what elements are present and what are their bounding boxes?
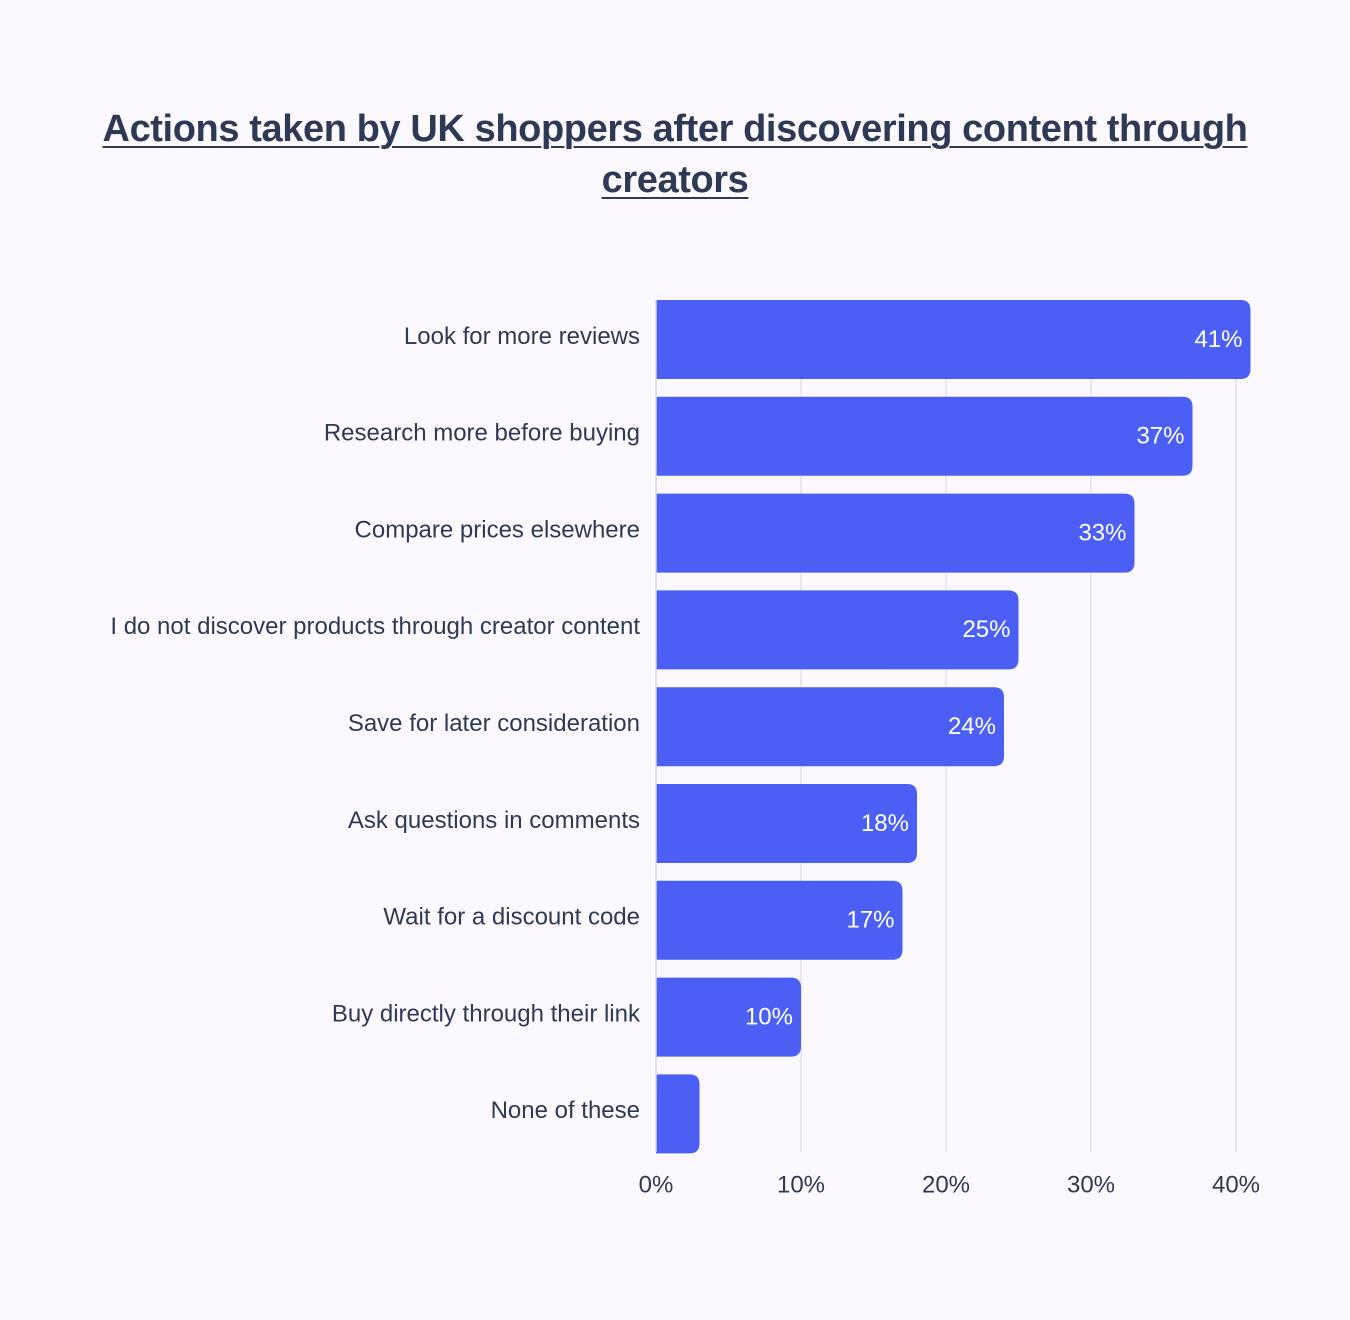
x-tick-label: 0% <box>639 1171 674 1198</box>
bar <box>656 977 801 1057</box>
x-tick-label: 10% <box>777 1171 825 1198</box>
data-label: 18% <box>861 810 909 837</box>
x-tick-label: 30% <box>1067 1171 1115 1198</box>
category-label: Research more before buying <box>324 420 640 447</box>
bar <box>656 300 1251 379</box>
category-label: Save for later consideration <box>348 710 640 737</box>
category-label: Compare prices elsewhere <box>355 516 640 543</box>
data-label: 25% <box>962 616 1010 643</box>
bar <box>656 590 1019 670</box>
data-label: 33% <box>1078 519 1126 546</box>
bar <box>656 493 1135 573</box>
x-tick-label: 20% <box>922 1171 970 1198</box>
category-label: Wait for a discount code <box>383 904 640 931</box>
data-label: 17% <box>846 907 894 934</box>
bar <box>656 396 1193 476</box>
bar <box>656 687 1004 767</box>
data-label: 10% <box>745 1003 793 1030</box>
category-label: Buy directly through their link <box>332 1000 641 1027</box>
chart-title: Actions taken by UK shoppers after disco… <box>102 108 1248 201</box>
category-label: I do not discover products through creat… <box>110 613 640 640</box>
category-label: None of these <box>491 1097 640 1124</box>
data-label: 37% <box>1136 423 1184 450</box>
bar <box>656 880 903 960</box>
data-label: 24% <box>948 713 996 740</box>
x-tick-label: 40% <box>1212 1171 1260 1198</box>
data-label: 41% <box>1194 326 1242 353</box>
category-label: Look for more reviews <box>404 323 640 350</box>
bar <box>656 1074 700 1154</box>
bar <box>656 784 917 863</box>
category-label: Ask questions in comments <box>348 807 640 834</box>
